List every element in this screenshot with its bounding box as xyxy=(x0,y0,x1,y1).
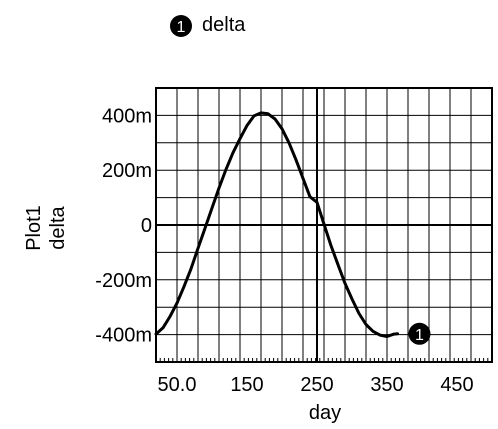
series-line-delta xyxy=(154,111,399,338)
x-tick-label: 450 xyxy=(440,374,473,396)
series-end-marker-label: 1 xyxy=(415,327,424,344)
x-tick-labels: 50.0 150 250 350 450 xyxy=(158,374,474,396)
y-axis-title: Plot1 delta xyxy=(23,205,69,251)
legend-label: delta xyxy=(202,14,246,36)
y-axis-title-line-2: delta xyxy=(47,205,69,249)
x-axis-title: day xyxy=(309,402,341,424)
legend-marker-circle xyxy=(170,15,192,37)
y-tick-labels: -400m -200m 0 200m 400m xyxy=(95,105,152,346)
y-tick-label: 200m xyxy=(102,160,152,182)
x-tick-label: 350 xyxy=(370,374,403,396)
x-tick-label: 50.0 xyxy=(158,374,197,396)
series-end-marker xyxy=(408,322,431,345)
y-tick-label: -400m xyxy=(95,325,152,347)
x-tick-label: 150 xyxy=(230,374,263,396)
chart-legend: 1 delta xyxy=(170,14,246,37)
plot-frame xyxy=(155,87,493,363)
x-tick-label: 250 xyxy=(300,374,333,396)
y-tick-label: 400m xyxy=(102,105,152,127)
series-layer: 1 xyxy=(154,111,431,345)
y-tick-label: -200m xyxy=(95,270,152,292)
y-tick-label: 0 xyxy=(141,215,152,237)
y-axis-title-line-1: Plot1 xyxy=(23,205,45,251)
legend-marker-label: 1 xyxy=(177,19,186,36)
